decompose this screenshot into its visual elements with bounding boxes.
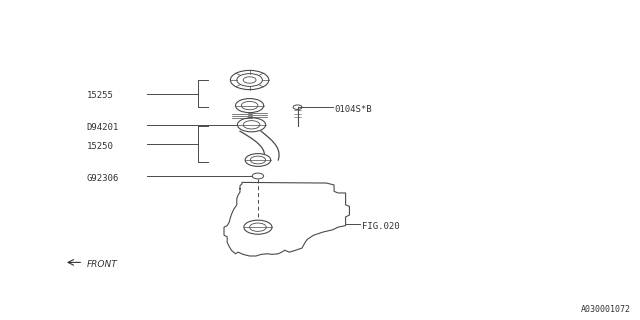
Text: 15250: 15250	[86, 142, 113, 151]
Text: G92306: G92306	[86, 174, 118, 183]
Text: D94201: D94201	[86, 123, 118, 132]
Text: A030001072: A030001072	[580, 305, 630, 314]
Circle shape	[244, 220, 272, 234]
Circle shape	[236, 99, 264, 113]
Text: 0104S*B: 0104S*B	[334, 105, 372, 114]
Circle shape	[237, 118, 266, 132]
Text: 15255: 15255	[86, 92, 113, 100]
Text: FIG.020: FIG.020	[362, 222, 399, 231]
Text: FRONT: FRONT	[86, 260, 117, 268]
Circle shape	[245, 154, 271, 166]
